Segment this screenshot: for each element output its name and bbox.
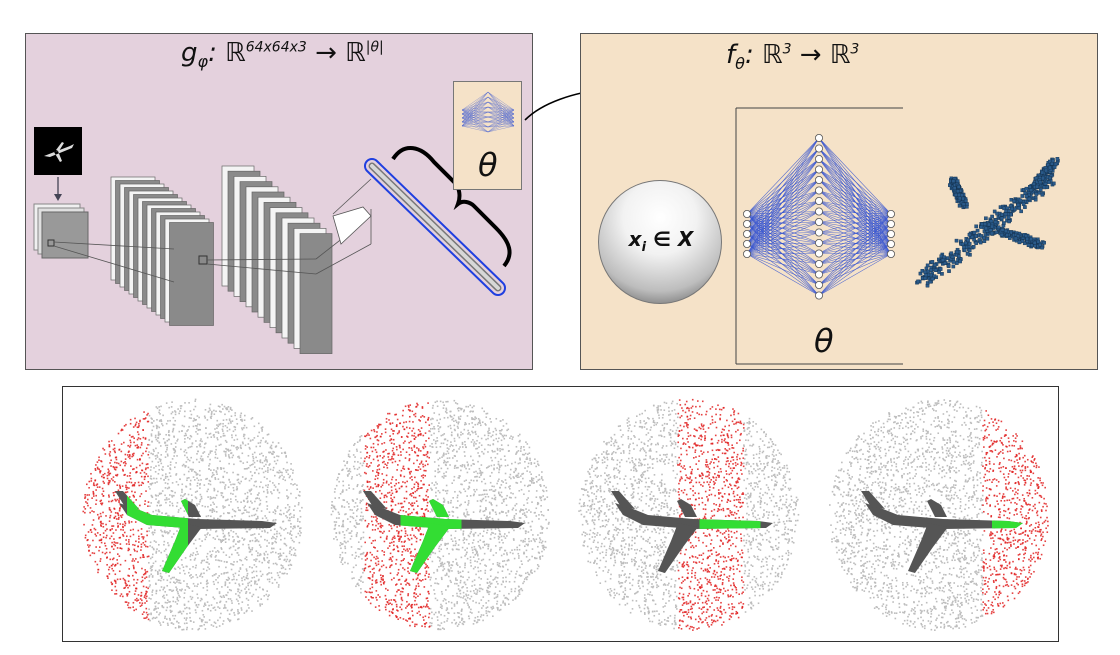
view-3 [578,398,800,631]
parameter-vector-bar [364,158,506,296]
decoder-panel: fθ: ℝ3 → ℝ3 xi ∈ X θ [580,33,1098,370]
input-sphere: xi ∈ X [598,180,722,304]
view-2 [330,399,550,631]
encoder-formula: gφ: ℝ64x64x3 → ℝ|θ| [181,38,384,72]
airplane-icon [861,491,1023,573]
view-1 [82,398,303,631]
airplane-point-cloud-icon [915,157,1060,288]
input-feature-stack [33,203,89,259]
theta-network-label: θ [814,322,834,360]
decoder-formula: fθ: ℝ3 → ℝ3 [726,40,860,74]
view-4 [829,399,1049,631]
network-icon [461,91,515,133]
conv-layer-stack-1 [110,176,214,326]
theta-symbol: θ [478,146,498,184]
input-set-label: xi ∈ X [628,227,694,255]
theta-inset: θ [453,81,522,190]
brace [391,146,512,268]
cnn-encoder-diagram [33,127,512,354]
decoder-network [735,107,903,365]
encoder-panel: gφ: ℝ64x64x3 → ℝ|θ| [25,33,533,370]
point-cloud-views-panel [62,386,1059,642]
conv-layer-stack-2 [221,165,333,354]
